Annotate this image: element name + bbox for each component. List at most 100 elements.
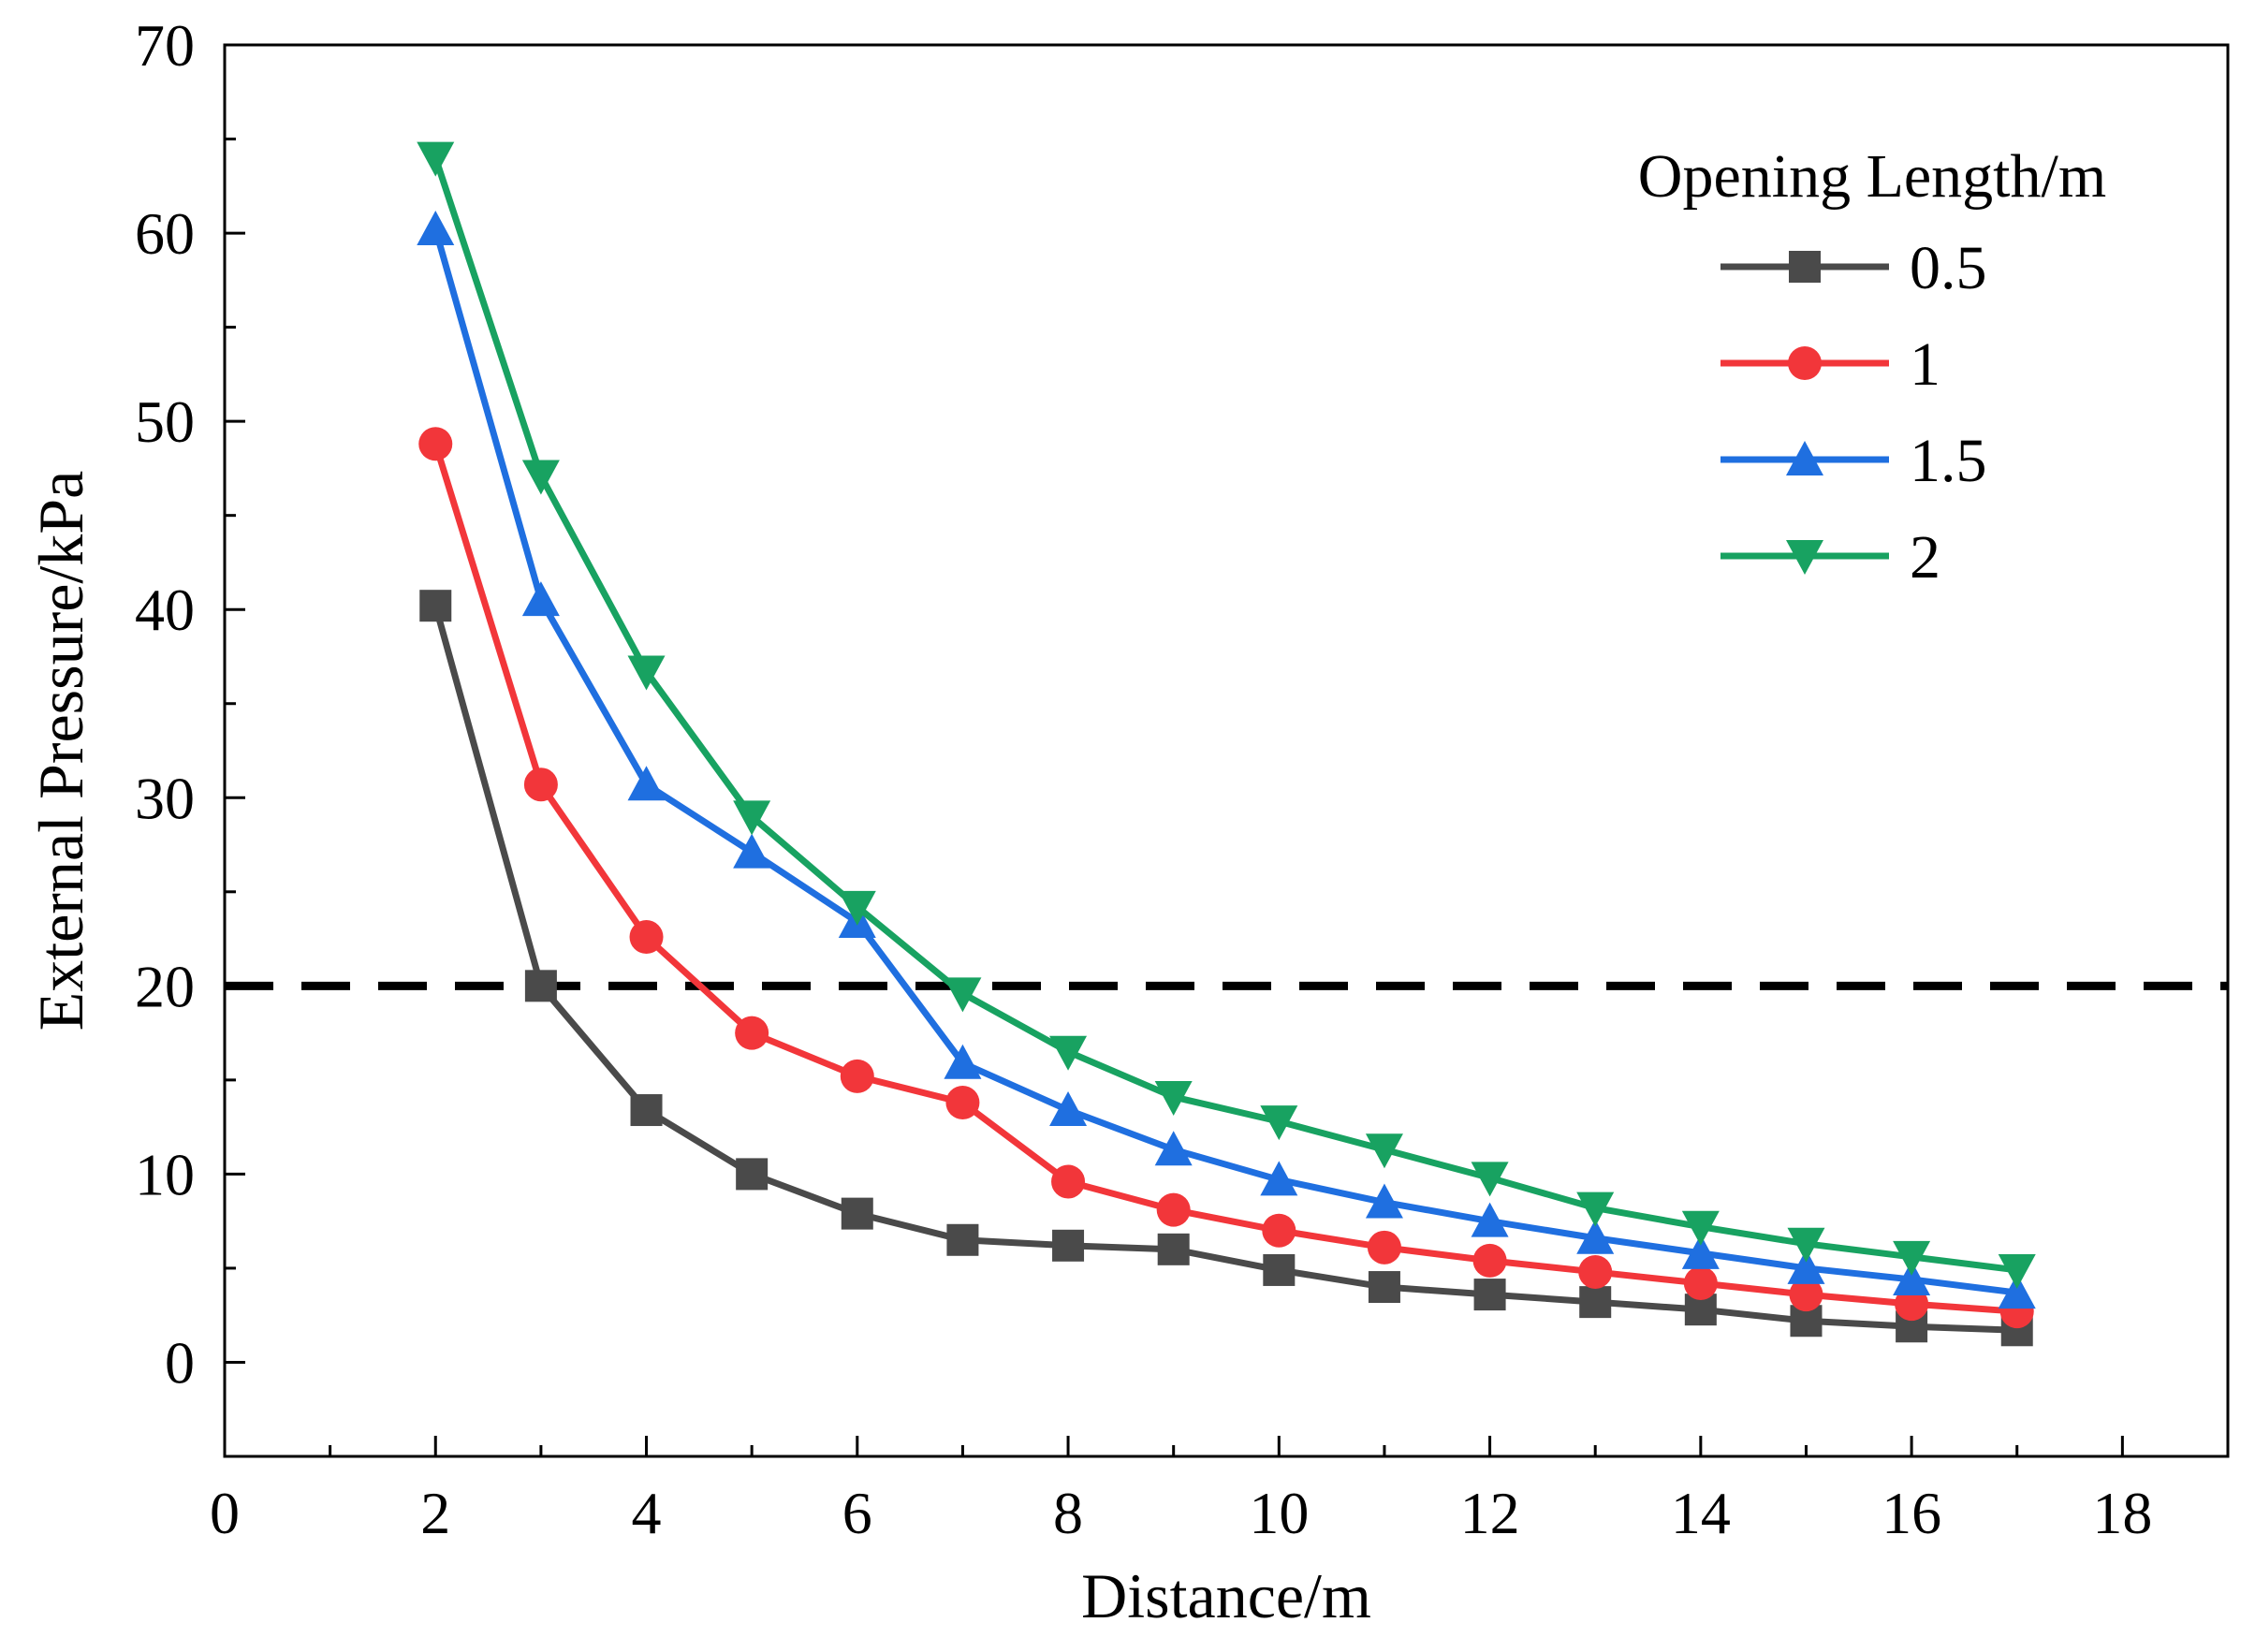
data-point [1051,1164,1086,1199]
data-point [735,1016,769,1050]
data-point [1262,1213,1296,1248]
data-point [838,890,876,926]
data-point [1368,1271,1400,1304]
data-point [1260,1105,1298,1141]
data-point [1473,1279,1506,1311]
data-point [1157,1233,1190,1265]
data-point [418,427,453,461]
x-tick-label: 8 [1053,1480,1083,1546]
data-point [1154,1080,1193,1116]
data-point [1998,1274,2036,1309]
data-point [944,1044,982,1079]
data-point [1365,1133,1403,1169]
data-point [1893,1240,1931,1276]
x-tick-label: 18 [2092,1480,2152,1546]
x-axis-title: Distance/m [1081,1560,1371,1631]
legend-marker [1788,346,1822,380]
legend-title: Opening Length/m [1638,142,2106,211]
legend-label: 2 [1910,523,1940,592]
data-point [1895,1287,1929,1322]
legend: Opening Length/m 0.5 1 1.5 2 [1638,142,2106,592]
data-point [1998,1253,2036,1289]
data-point [1787,1249,1825,1284]
data-point [1471,1202,1509,1237]
data-point [627,655,666,691]
data-point [736,1158,769,1191]
data-point [417,211,455,246]
y-tick-label: 0 [165,1329,195,1396]
x-tick-label: 14 [1671,1480,1731,1546]
data-point [521,460,560,495]
data-point [1471,1162,1509,1197]
series-line-1.5 [432,228,2018,1296]
data-point [1263,1253,1296,1286]
data-point [946,1223,979,1256]
legend-item-2: 2 [1721,523,1940,592]
x-tick-label: 0 [210,1480,240,1546]
data-point [1154,1131,1193,1166]
data-point [1578,1254,1613,1289]
data-point [630,1094,663,1127]
series-line-2 [432,156,2018,1274]
data-point [1683,1266,1718,1301]
legend-item-0.5: 0.5 [1721,234,1987,302]
y-tick-label: 40 [135,577,195,643]
legend-marker [1786,441,1823,475]
legend-label: 0.5 [1910,234,1987,302]
legend-item-1: 1 [1721,330,1940,399]
data-point [629,920,664,955]
plot-frame [223,43,2230,1458]
data-point [1579,1286,1612,1319]
data-point [1260,1161,1298,1196]
data-point [841,1197,873,1230]
y-tick-label: 70 [135,12,195,79]
data-point [1787,1227,1825,1263]
data-point [1681,1234,1720,1269]
x-tick-label: 10 [1249,1480,1309,1546]
data-point [1576,1191,1615,1227]
data-point [1472,1243,1507,1278]
data-point [840,1059,874,1093]
series-line-1 [432,443,2017,1315]
y-tick-label: 60 [135,200,195,267]
y-tick-label: 50 [135,388,195,455]
legend-label: 1 [1910,330,1940,399]
data-point [1681,1210,1720,1246]
data-point [1789,1278,1823,1312]
data-point [627,766,666,801]
legend-item-1.5: 1.5 [1721,427,1987,495]
data-point [524,970,557,1002]
data-point [523,768,558,802]
data-point [521,581,560,617]
data-point [944,977,982,1013]
data-point [1052,1229,1085,1262]
data-point [1049,1091,1088,1127]
data-point [1365,1183,1403,1219]
x-tick-label: 2 [420,1480,450,1546]
data-point [1367,1230,1401,1265]
series-line-0.5 [432,605,2017,1334]
x-tick-label: 4 [632,1480,662,1546]
data-point [417,141,455,177]
data-point [419,590,452,622]
x-tick-label: 16 [1882,1480,1941,1546]
data-point [1576,1219,1615,1254]
series-1.5 [417,211,2036,1309]
y-tick-label: 30 [135,765,195,831]
y-tick-label: 20 [135,953,195,1019]
y-tick-label: 10 [135,1141,195,1207]
series-2 [417,141,2036,1289]
y-axis-title: External Pressure/kPa [25,471,96,1031]
data-point [945,1085,980,1119]
legend-marker [1786,540,1823,575]
legend-marker [1789,251,1821,283]
x-tick-label: 12 [1460,1480,1520,1546]
data-point [1893,1260,1931,1295]
data-point [733,833,771,869]
data-point [1049,1035,1088,1071]
legend-label: 1.5 [1910,427,1987,495]
series-1 [418,427,2034,1329]
data-point [1156,1192,1191,1227]
x-tick-label: 6 [842,1480,872,1546]
